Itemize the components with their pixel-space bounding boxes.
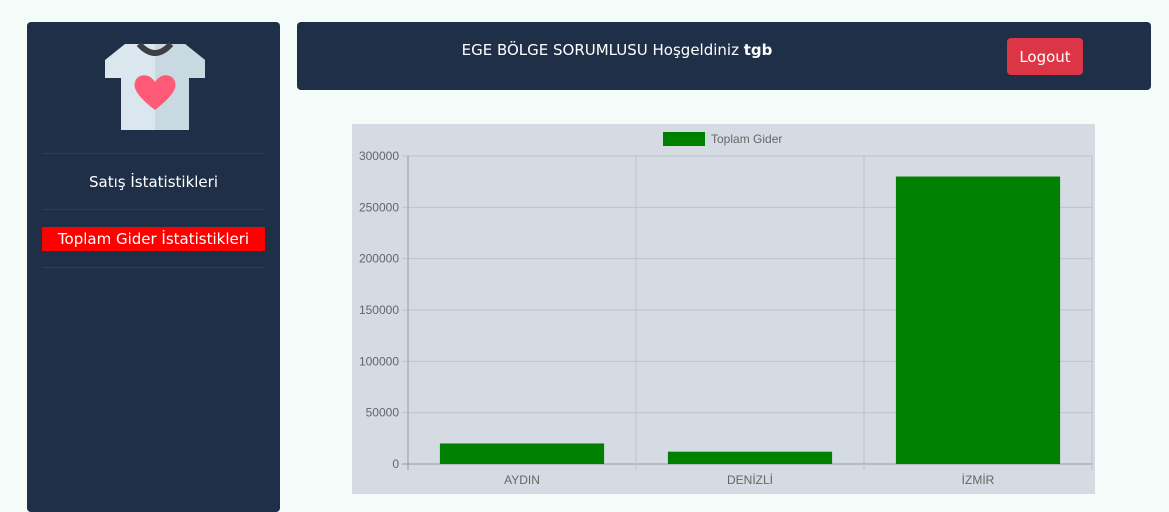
bar — [667, 451, 833, 464]
x-tick-label: İZMİR — [962, 473, 995, 487]
y-tick-label: 300000 — [359, 149, 399, 163]
x-tick-label: DENİZLİ — [727, 473, 773, 487]
y-tick-label: 100000 — [359, 354, 399, 368]
y-tick-label: 200000 — [359, 252, 399, 266]
expense-bar-chart: 0 50000 100000 150000 200000 250000 300000 AYDI… — [359, 132, 1093, 487]
legend-label: Toplam Gider — [711, 132, 782, 146]
bar — [895, 176, 1061, 464]
bar — [439, 443, 605, 464]
logout-button[interactable]: Logout — [1007, 38, 1083, 75]
tshirt-heart-logo — [105, 41, 205, 130]
legend-swatch — [663, 132, 705, 146]
sidebar-item-sales-stats[interactable]: Satış İstatistikleri — [89, 173, 218, 191]
expense-chart-panel: 0 50000 100000 150000 200000 250000 300000 AYDI… — [352, 124, 1095, 494]
y-tick-label: 0 — [392, 457, 399, 471]
welcome-prefix: EGE BÖLGE SORUMLUSU Hoşgeldiniz — [461, 41, 739, 59]
sidebar-item-total-expense-stats[interactable]: Toplam Gider İstatistikleri — [42, 227, 265, 251]
sidebar: Satış İstatistikleri Toplam Gider İstati… — [27, 22, 280, 512]
y-tick-label: 150000 — [359, 303, 399, 317]
y-tick-label: 50000 — [366, 406, 400, 420]
x-tick-label: AYDIN — [504, 473, 540, 487]
y-tick-label: 250000 — [359, 200, 399, 214]
username: tgb — [743, 41, 773, 59]
header-bar: EGE BÖLGE SORUMLUSU Hoşgeldiniz tgb Logo… — [297, 22, 1151, 90]
welcome-message: EGE BÖLGE SORUMLUSU Hoşgeldiniz tgb — [297, 40, 937, 60]
